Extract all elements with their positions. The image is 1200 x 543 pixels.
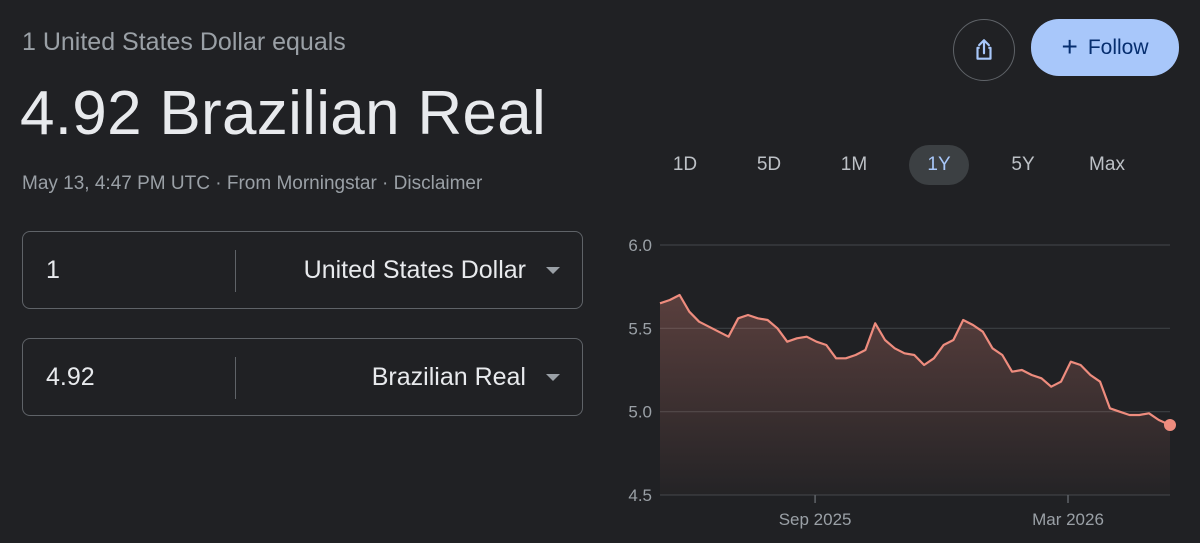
dropdown-caret-icon[interactable] — [546, 267, 560, 274]
y-tick-label: 4.5 — [628, 486, 652, 505]
timestamp: May 13, 4:47 PM UTC — [22, 173, 210, 194]
follow-label: Follow — [1087, 35, 1149, 59]
y-tick-label: 6.0 — [628, 236, 652, 255]
source-label: From Morningstar — [226, 173, 377, 194]
time-range-tabs: 1D 5D 1M 1Y 5Y Max — [655, 145, 1155, 185]
range-tab-5y[interactable]: 5Y — [1011, 154, 1035, 175]
plus-icon: + — [1061, 30, 1078, 62]
range-tab-1y[interactable]: 1Y — [909, 145, 969, 185]
y-tick-label: 5.0 — [628, 403, 652, 422]
range-tab-max[interactable]: Max — [1089, 154, 1125, 175]
to-amount-input[interactable]: 4.92 — [46, 363, 95, 391]
exchange-rate-chart[interactable]: 6.0 5.5 5.0 4.5 Sep 2025 Mar 2026 — [600, 225, 1200, 543]
from-amount-input[interactable]: 1 — [46, 256, 60, 284]
divider — [235, 250, 236, 292]
range-tab-1m[interactable]: 1M — [840, 154, 868, 175]
x-tick-label: Mar 2026 — [1032, 510, 1104, 529]
dropdown-caret-icon[interactable] — [546, 374, 560, 381]
series-area — [660, 295, 1170, 495]
from-currency-select[interactable]: United States Dollar — [303, 256, 526, 284]
quote-meta: May 13, 4:47 PM UTC · From Morningstar ·… — [22, 173, 482, 195]
to-currency-row: 4.92 Brazilian Real — [22, 338, 583, 416]
current-value-dot — [1164, 419, 1176, 431]
from-currency-row: 1 United States Dollar — [22, 231, 583, 309]
divider — [235, 357, 236, 399]
to-currency-select[interactable]: Brazilian Real — [371, 363, 526, 391]
conversion-result: 4.92 Brazilian Real — [20, 79, 547, 148]
share-button[interactable] — [953, 19, 1015, 81]
meta-separator: · — [209, 173, 227, 194]
x-tick-label: Sep 2025 — [779, 510, 852, 529]
range-tab-5d[interactable]: 5D — [756, 154, 782, 175]
range-tab-1d[interactable]: 1D — [672, 154, 698, 175]
y-tick-label: 5.5 — [628, 319, 652, 338]
share-icon — [976, 39, 992, 60]
meta-separator: · — [376, 173, 394, 194]
conversion-subtitle: 1 United States Dollar equals — [22, 28, 346, 56]
follow-button[interactable]: + Follow — [1031, 19, 1179, 76]
disclaimer-link[interactable]: Disclaimer — [393, 173, 483, 194]
